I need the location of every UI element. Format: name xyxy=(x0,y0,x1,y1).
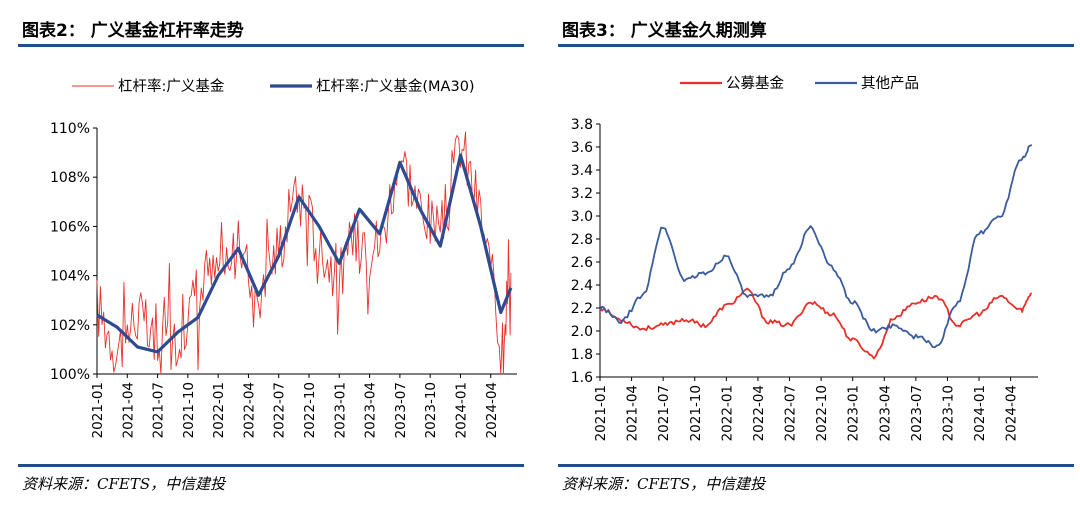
x-tick-label: 2021-01 xyxy=(90,382,106,438)
series-line-1 xyxy=(96,153,513,354)
duration-chart: 1.6 1.8 2.0 2.2 2.4 2.6 2.8 3.0 3.2 3.4 3.6 3.8 2021… xyxy=(571,75,1038,441)
x-tick-label: 2023-04 xyxy=(877,385,893,441)
chart-title: 图表3： 广义基金久期测算 xyxy=(562,21,767,41)
x-tick-label: 2024-04 xyxy=(484,382,500,438)
x-tick-label: 2022-07 xyxy=(272,382,288,438)
x-tick-label: 2021-07 xyxy=(151,382,167,438)
x-tick-label: 2023-07 xyxy=(393,382,409,438)
x-tick-label: 2024-04 xyxy=(1004,385,1020,441)
x-tick-label: 2022-04 xyxy=(751,385,767,441)
y-tick-label: 100% xyxy=(50,367,90,383)
x-tick-label: 2023-07 xyxy=(909,385,925,441)
y-tick-label: 3.8 xyxy=(571,117,593,133)
chart-panel-duration: 图表3： 广义基金久期测算 1.6 1.8 2.0 2.2 2.4 2.6 2.8 3.0 3.… xyxy=(540,0,1080,506)
x-tick-label: 2022-01 xyxy=(211,382,227,438)
leverage-chart: 100% 102% 104% 106% 108% 110% 2021-01 2021-04 20… xyxy=(50,78,517,438)
y-tick-label: 1.6 xyxy=(571,370,593,386)
y-tick-label: 102% xyxy=(50,318,90,334)
y-tick-label: 2.4 xyxy=(571,278,593,294)
chart-title: 图表2： 广义基金杠杆率走势 xyxy=(22,21,244,41)
y-tick-label: 110% xyxy=(50,121,90,137)
title-divider xyxy=(558,44,1074,47)
x-tick-label: 2023-10 xyxy=(423,382,439,438)
legend-label: 杠杆率:广义基金(MA30) xyxy=(316,78,475,95)
x-tick-label: 2024-01 xyxy=(972,385,988,441)
y-tick-label: 3.0 xyxy=(571,209,593,225)
series-line-0 xyxy=(96,131,512,375)
source-note: 资料来源：CFETS，中信建投 xyxy=(562,475,766,493)
x-tick-label: 2021-10 xyxy=(688,385,704,441)
y-tick-label: 1.8 xyxy=(571,347,593,363)
x-tick-label: 2024-01 xyxy=(453,382,469,438)
legend-label: 杠杆率:广义基金 xyxy=(118,78,225,95)
y-tick-label: 2.6 xyxy=(571,255,593,271)
y-tick-label: 2.8 xyxy=(571,232,593,248)
x-tick-label: 2022-01 xyxy=(719,385,735,441)
x-tick-label: 2021-07 xyxy=(656,385,672,441)
x-tick-label: 2021-01 xyxy=(593,385,609,441)
chart-panel-leverage: 图表2： 广义基金杠杆率走势 100% 102% 104% 106% 108% 110% 2… xyxy=(0,0,530,506)
x-tick-label: 2022-04 xyxy=(241,382,257,438)
y-tick-label: 3.4 xyxy=(571,163,593,179)
x-tick-label: 2021-04 xyxy=(120,382,136,438)
footer-divider xyxy=(18,464,524,467)
footer-divider xyxy=(558,464,1074,467)
y-tick-label: 3.2 xyxy=(571,186,593,202)
x-tick-label: 2023-10 xyxy=(940,385,956,441)
x-tick-label: 2023-01 xyxy=(846,385,862,441)
legend-label: 公募基金 xyxy=(726,75,784,92)
y-tick-label: 108% xyxy=(50,170,90,186)
y-tick-label: 2.2 xyxy=(571,301,593,317)
y-tick-label: 104% xyxy=(50,269,90,285)
x-tick-label: 2022-07 xyxy=(783,385,799,441)
x-tick-label: 2022-10 xyxy=(302,382,318,438)
y-tick-label: 3.6 xyxy=(571,140,593,156)
source-note: 资料来源：CFETS，中信建投 xyxy=(22,475,226,493)
series-line-0 xyxy=(599,287,1033,360)
x-tick-label: 2021-10 xyxy=(181,382,197,438)
x-tick-label: 2023-01 xyxy=(332,382,348,438)
x-tick-label: 2022-10 xyxy=(814,385,830,441)
y-tick-label: 2.0 xyxy=(571,324,593,340)
series-line-1 xyxy=(599,144,1033,349)
legend-label: 其他产品 xyxy=(861,75,919,92)
title-divider xyxy=(18,44,524,47)
y-tick-label: 106% xyxy=(50,219,90,235)
x-tick-label: 2021-04 xyxy=(625,385,641,441)
x-tick-label: 2023-04 xyxy=(363,382,379,438)
